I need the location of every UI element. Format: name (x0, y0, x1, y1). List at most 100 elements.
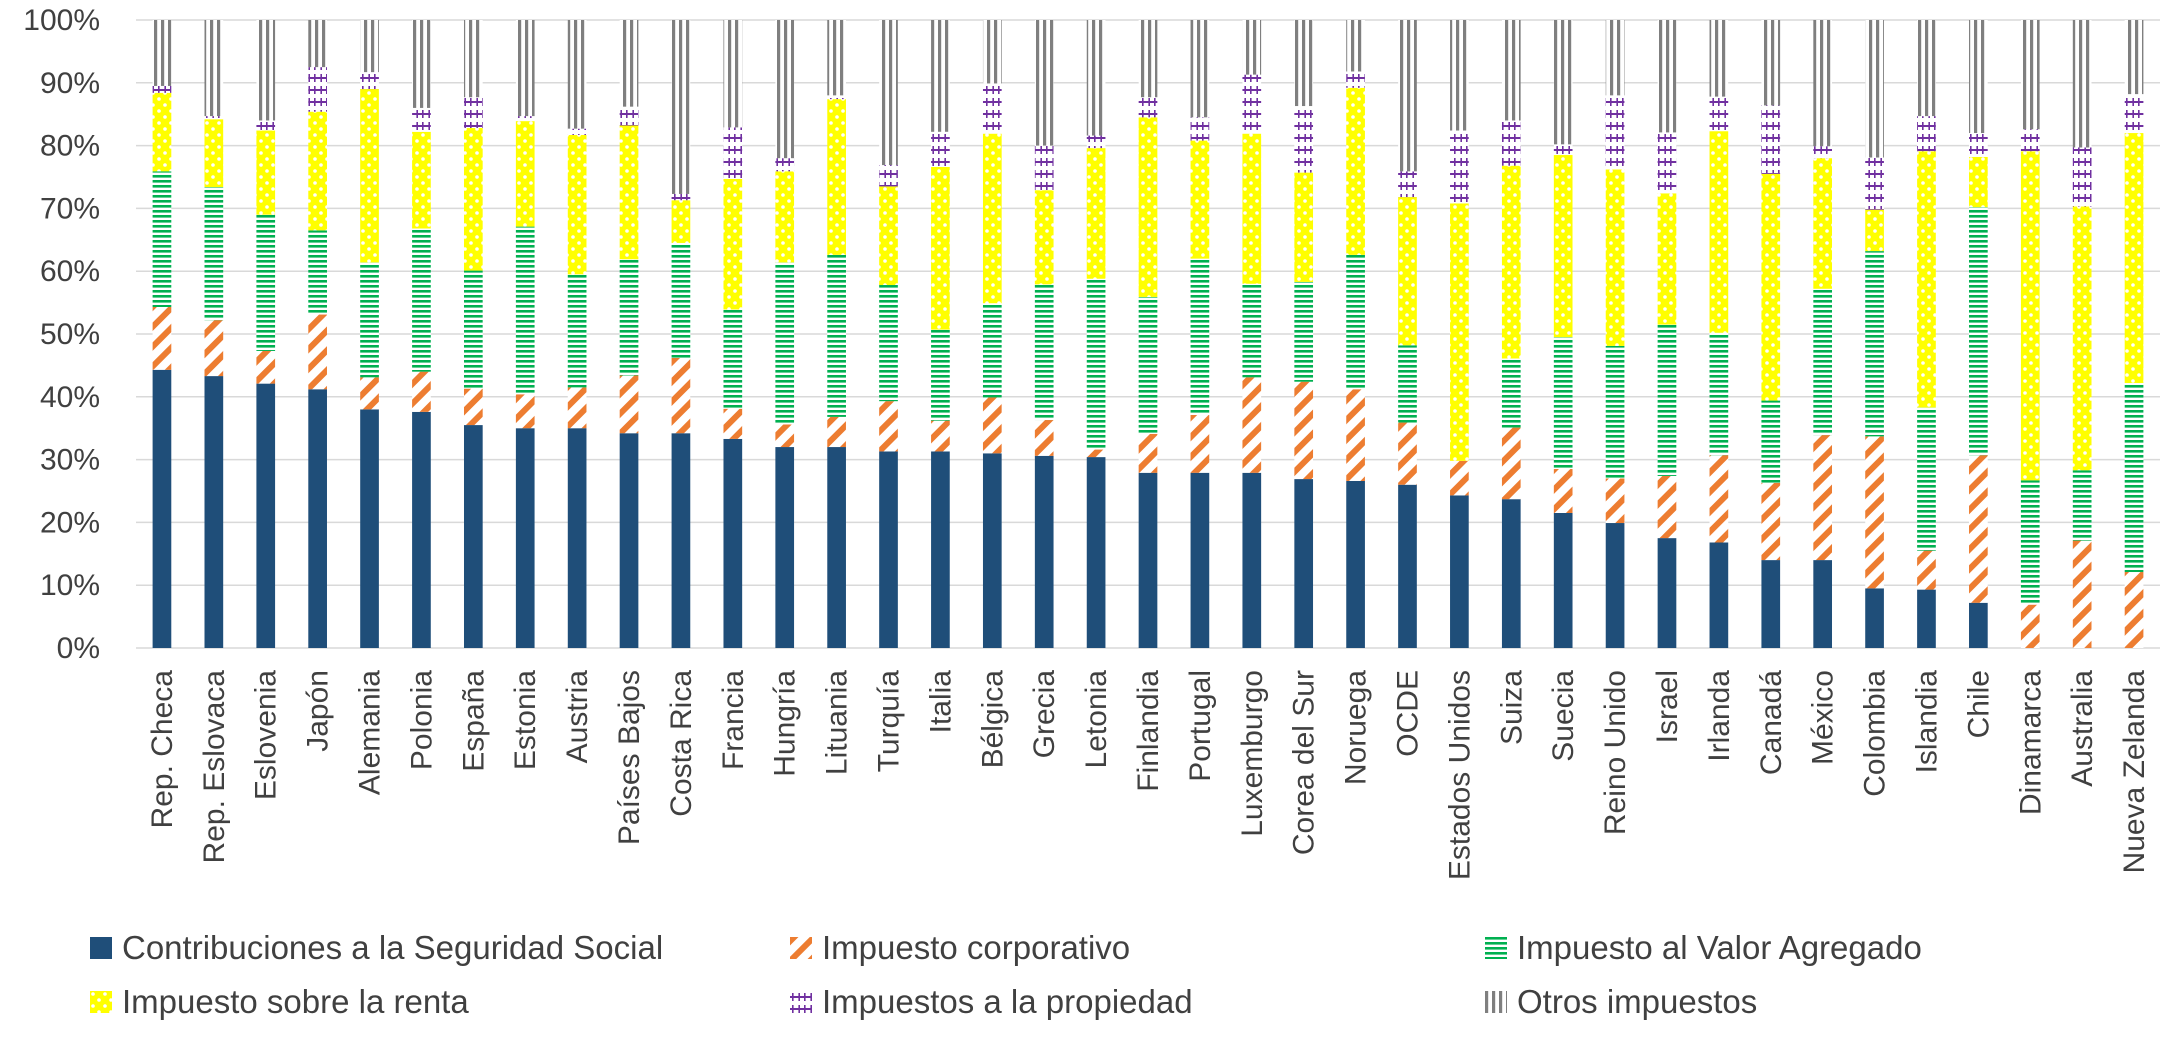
x-category-label: Suecia (1547, 670, 1580, 762)
y-axis-tick-labels: 0% 10% 20% 30% 40% 50% 60% 70% 80% 90% 100% (23, 4, 100, 665)
bar-segment (827, 99, 846, 255)
bar-segment (1086, 135, 1106, 149)
bar-segment (2072, 20, 2092, 148)
bar-segment (1034, 190, 1054, 285)
bar-segment (567, 20, 587, 129)
bar-segment (931, 20, 950, 132)
bar-segment (1501, 499, 1521, 648)
x-category-label: OCDE (1391, 670, 1424, 757)
bar-segment (1190, 415, 1210, 473)
x-category-label: Austria (561, 670, 594, 764)
legend-swatch (90, 991, 112, 1013)
bar-segment (360, 377, 379, 410)
bar-segment (1865, 209, 1884, 252)
bar-segment (1605, 345, 1625, 479)
bar-segment (1813, 288, 1833, 436)
bar-segment (1969, 602, 1988, 648)
bar-segment (256, 350, 276, 384)
bar-segment (775, 262, 795, 425)
bar-segment (1294, 479, 1314, 648)
bar-segment (1346, 480, 1365, 648)
bar-segment (1294, 20, 1314, 107)
x-category-label: Chile (1962, 670, 1995, 738)
x-category-label: Países Bajos (613, 670, 646, 845)
bar-segment (1657, 324, 1677, 476)
y-tick-label: 60% (40, 255, 100, 288)
x-category-label: Finlandia (1132, 670, 1165, 792)
bar-segment (515, 394, 535, 429)
bar-segment (1398, 197, 1417, 346)
bar-segment (463, 20, 483, 98)
bar-segment (827, 95, 846, 100)
bar-segment (412, 107, 431, 132)
bar-segment (931, 329, 950, 421)
bar-segment (2020, 129, 2040, 152)
bar-segment (1657, 20, 1677, 133)
bar-segment (879, 165, 898, 187)
bar-segment (1865, 157, 1884, 210)
bar-segment (567, 428, 587, 648)
legend-label: Impuestos a la propiedad (822, 983, 1193, 1020)
bar-segment (879, 401, 898, 452)
bar-segment (204, 187, 224, 321)
bar-segment (308, 314, 327, 390)
bar-segment (1034, 420, 1054, 456)
bar-segment (2020, 151, 2040, 481)
bar-segment (2072, 206, 2092, 471)
bar-segment (463, 97, 483, 129)
bar-segment (1553, 512, 1573, 648)
bar-segment (671, 200, 691, 243)
legend-swatch (90, 937, 112, 959)
bar-segment (204, 20, 224, 117)
x-category-label: Rep. Checa (146, 670, 179, 829)
bar-segment (152, 171, 172, 307)
y-tick-label: 80% (40, 130, 100, 163)
bar-segment (1138, 472, 1158, 648)
bar-segment (619, 375, 639, 434)
bar-segment (256, 130, 276, 215)
bar-segment (1398, 171, 1417, 198)
legend-label: Contribuciones a la Seguridad Social (122, 929, 664, 966)
bar-segment (256, 20, 276, 121)
bar-segment (1398, 345, 1417, 423)
bar-segment (1969, 133, 1988, 157)
bar-segment (1450, 20, 1469, 131)
bar-segment (204, 116, 224, 120)
bar-segment (1917, 550, 1936, 590)
bar-segment (360, 262, 379, 378)
bar-segment (1034, 284, 1054, 421)
bar-segment (256, 214, 276, 351)
x-category-label: Alemania (354, 670, 387, 795)
bar-segment (775, 447, 795, 648)
bar-segment (1761, 482, 1781, 561)
bar-segment (1138, 97, 1158, 118)
bar-segment (1346, 71, 1365, 88)
bar-segment (1553, 337, 1573, 470)
bar-segment (1709, 332, 1729, 456)
bar-segment (723, 438, 743, 648)
bar-segment (879, 285, 898, 402)
legend-item: Contribuciones a la Seguridad Social (90, 924, 663, 972)
bar-segment (1813, 146, 1833, 159)
bar-segment (463, 128, 483, 271)
bar-segment (2072, 540, 2092, 648)
bar-segment (204, 376, 224, 648)
bar-segment (1969, 207, 1988, 456)
bar-segment (1501, 358, 1521, 428)
bar-segment (723, 408, 743, 439)
bar-segment (463, 270, 483, 389)
bar-segment (982, 397, 1002, 454)
bar-segment (567, 274, 587, 388)
bar-segment (412, 131, 431, 229)
bar-segment (1969, 455, 1988, 603)
x-category-label: Israel (1651, 670, 1684, 743)
x-category-label: Rep. Eslovaca (198, 670, 231, 864)
bar-segment (152, 85, 172, 93)
bar-segment (515, 428, 535, 648)
bar-segment (619, 259, 639, 376)
bar-segment (879, 20, 898, 166)
legend-label: Impuesto al Valor Agregado (1517, 929, 1922, 966)
bar-segment (775, 20, 795, 159)
bar-segment (1657, 538, 1677, 648)
bar-segments (152, 20, 2144, 648)
